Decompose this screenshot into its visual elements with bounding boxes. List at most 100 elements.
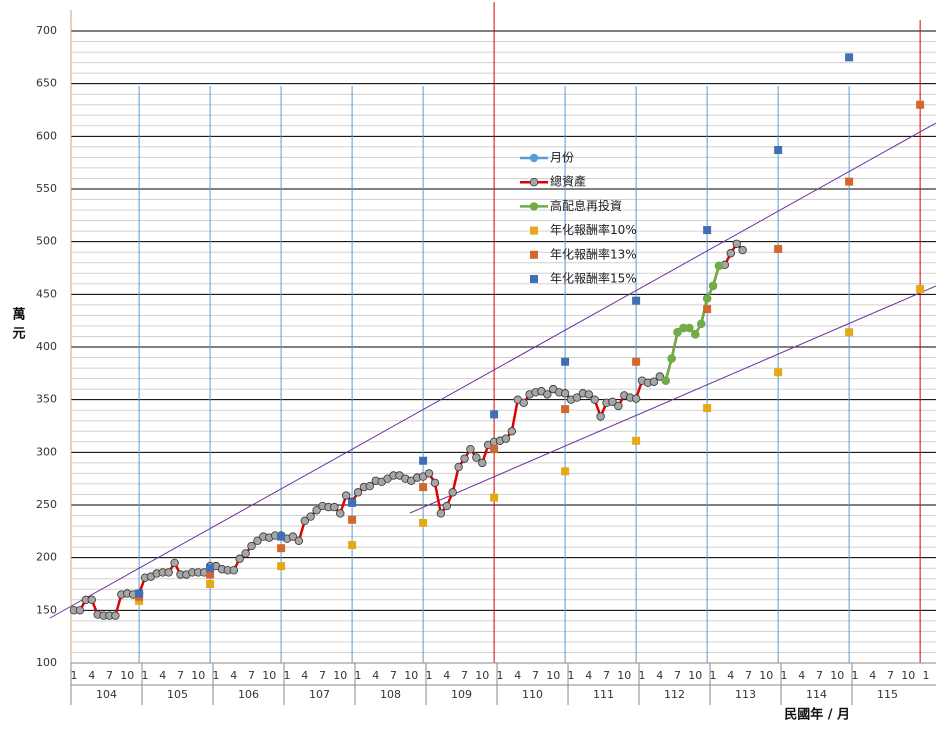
x-group-label: 109 (451, 688, 472, 701)
y-tick-label: 500 (36, 235, 57, 248)
square-point (348, 498, 357, 507)
legend-marker (529, 153, 539, 163)
point (294, 536, 304, 546)
legend-label: 高配息再投資 (550, 198, 622, 213)
x-tick-label: 4 (869, 669, 876, 682)
point (478, 458, 487, 468)
x-tick-label: 10 (262, 669, 276, 682)
x-tick-label: 1 (213, 669, 220, 682)
x-tick-label: 1 (497, 669, 504, 682)
x-group-label: 105 (167, 688, 188, 701)
y-tick-label: 700 (36, 24, 57, 37)
x-tick-label: 7 (461, 669, 468, 682)
x-tick-label: 7 (532, 669, 539, 682)
x-group-label: 108 (380, 688, 401, 701)
x-axis-title: 民國年 / 月 (784, 707, 850, 723)
y-tick-label: 300 (36, 445, 57, 458)
x-tick-label: 10 (759, 669, 773, 682)
y-tick-label: 250 (36, 498, 57, 511)
grid (70, 2, 936, 664)
square-point (845, 177, 854, 186)
square-point (774, 368, 783, 377)
x-tick-label: 1 (284, 669, 291, 682)
x-tick-label: 10 (404, 669, 418, 682)
square-point (774, 146, 783, 155)
x-tick-label: 1 (426, 669, 433, 682)
x-tick-label: 7 (248, 669, 255, 682)
x-tick-label: 1 (71, 669, 78, 682)
point (590, 395, 599, 404)
square-point (135, 589, 144, 598)
point (353, 488, 363, 497)
x-tick-label: 7 (390, 669, 397, 682)
x-tick-label: 4 (656, 669, 663, 682)
square-point (632, 357, 641, 366)
legend-marker (529, 202, 539, 211)
x-tick-label: 7 (319, 669, 326, 682)
point (673, 328, 682, 337)
point (667, 354, 676, 363)
square-point (135, 596, 144, 605)
x-group-label: 106 (238, 688, 259, 701)
square-point (348, 515, 357, 524)
x-tick-label: 1 (568, 669, 575, 682)
square-point (490, 410, 499, 419)
point (649, 377, 659, 386)
x-tick-label: 10 (688, 669, 702, 682)
point (288, 532, 298, 541)
square-point (845, 328, 854, 337)
x-tick-label: 1 (923, 669, 930, 682)
legend-swatch (530, 226, 538, 235)
square-point (277, 532, 286, 541)
x-tick-label: 4 (443, 669, 450, 682)
square-point (916, 100, 925, 109)
square-point (703, 404, 712, 413)
legend-label: 年化報酬率13% (550, 246, 637, 261)
x-tick-label: 10 (830, 669, 844, 682)
legend-label: 年化報酬率15% (550, 271, 637, 286)
point (448, 488, 457, 497)
point (365, 481, 375, 491)
x-tick-label: 7 (106, 669, 113, 682)
legend-swatch (530, 250, 538, 259)
square-point (490, 445, 499, 454)
point (691, 330, 700, 339)
x-tick-label: 4 (230, 669, 237, 682)
x-tick-label: 1 (710, 669, 717, 682)
x-tick-label: 7 (603, 669, 610, 682)
point (442, 501, 451, 511)
legend-label: 年化報酬率10% (550, 222, 637, 237)
x-tick-label: 4 (372, 669, 379, 682)
point (708, 281, 718, 291)
point (164, 568, 173, 577)
x-group-label: 114 (806, 688, 827, 701)
point (235, 554, 244, 563)
point (341, 491, 351, 500)
x-tick-label: 4 (159, 669, 166, 682)
x-tick-label: 4 (301, 669, 308, 682)
point (543, 390, 552, 399)
point (714, 261, 724, 271)
x-group-label: 111 (593, 688, 614, 701)
point (330, 502, 339, 512)
point (584, 390, 593, 399)
point (661, 376, 670, 385)
y-tick-label: 200 (36, 551, 57, 564)
square-point (419, 483, 428, 492)
square-point (845, 53, 854, 62)
point (247, 541, 256, 551)
x-tick-label: 4 (727, 669, 734, 682)
x-tick-label: 7 (887, 669, 894, 682)
point (460, 454, 469, 463)
square-point (703, 226, 712, 235)
square-point (632, 436, 641, 445)
legend-swatch (530, 275, 538, 283)
x-group-label: 112 (664, 688, 685, 701)
x-tick-label: 4 (585, 669, 592, 682)
point (111, 611, 120, 620)
x-tick-label: 10 (475, 669, 489, 682)
x-tick-label: 10 (901, 669, 915, 682)
point (507, 427, 517, 436)
x-tick-label: 10 (191, 669, 205, 682)
